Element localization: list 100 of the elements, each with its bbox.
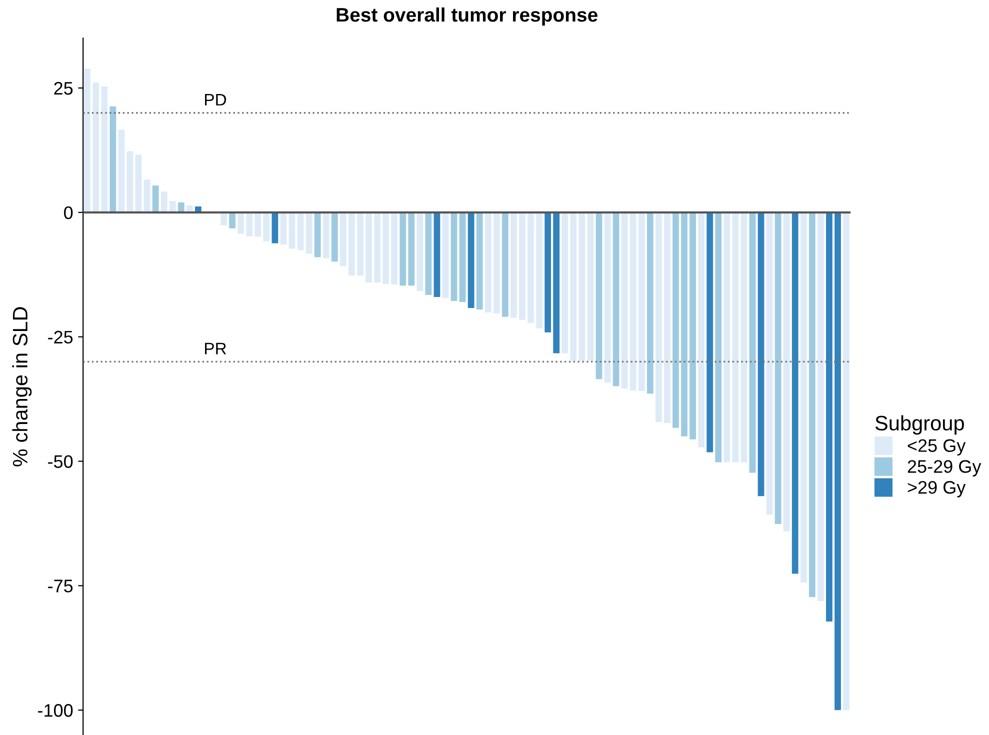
bar [434,212,440,298]
bar [570,212,577,361]
y-tick-label: -50 [48,455,73,468]
bar [484,212,492,312]
bar [280,212,287,245]
bar [536,212,542,328]
bar [314,212,321,258]
bar [587,212,594,361]
bar [468,212,474,308]
bar [715,212,722,462]
bar [160,192,168,212]
bar [681,212,688,436]
bar [408,212,415,286]
bar [612,212,620,386]
bar [826,212,832,622]
y-tick-label: -100 [38,704,73,717]
bar [425,212,432,296]
y-tick-label: -25 [48,330,73,344]
bar [382,212,389,284]
legend-label: 25-29 Gy [908,460,982,476]
bar [553,212,560,354]
bar [178,202,184,212]
bar [331,212,338,262]
bar [817,212,824,602]
bar [749,212,756,473]
bar [416,212,424,292]
bar [664,212,670,423]
bar [238,212,244,234]
bar [263,212,270,242]
bar [800,212,807,583]
bar [783,212,790,532]
bar [144,180,150,212]
bar [322,212,330,258]
bar [774,212,782,524]
bar [604,212,611,383]
bar [340,212,346,266]
bar [366,212,372,283]
bar [84,68,91,212]
bar [391,212,398,285]
bar [740,212,748,462]
bar [493,212,500,314]
ref-line-label: PD [205,94,226,106]
bar [698,212,705,448]
ref-line-label: PR [205,342,226,354]
bar [502,212,508,317]
bar [118,130,125,212]
bar [126,151,134,212]
bar [758,212,764,496]
bar [732,212,739,462]
bar [246,212,253,236]
bar [808,212,816,598]
bar [578,212,586,361]
chart-title: Best overall tumor response [336,7,598,26]
y-tick-label: 0 [64,206,73,220]
bar [724,212,730,462]
bar [646,212,654,394]
bar [834,212,841,710]
bar [442,212,449,298]
bar [357,212,364,276]
bar [596,212,602,380]
y-tick-label: 25 [54,82,73,95]
bar [630,212,636,391]
bar [621,212,628,389]
bar [348,212,355,276]
bar [92,82,100,212]
bar [254,212,262,237]
bar [655,212,662,422]
bar [400,212,406,286]
bar [544,212,552,332]
bar [135,154,142,212]
bar [766,212,773,515]
bar [374,212,380,283]
legend-label: >29 Gy [908,480,966,498]
bar [152,186,159,212]
bar [288,212,296,249]
bar [672,212,679,428]
bar [843,212,850,710]
bar [510,212,517,318]
bar [459,212,466,302]
bar [450,212,458,302]
bar [220,212,227,226]
bar [476,212,483,310]
legend-title: Subgroup [875,415,964,435]
bar [101,86,108,212]
bar [638,212,645,392]
bar [229,212,236,228]
bar [306,212,312,254]
bar [169,200,176,212]
bar [272,212,278,244]
y-axis-title: % change in SLD [12,307,32,466]
bar [690,212,696,440]
bar [562,212,568,354]
bar [519,212,526,320]
legend-label: <25 Gy [908,439,966,456]
bar [706,212,714,452]
y-tick-label: -75 [48,580,73,592]
bar [792,212,798,574]
bar [297,212,304,250]
bar [528,212,534,323]
bar [110,106,116,212]
